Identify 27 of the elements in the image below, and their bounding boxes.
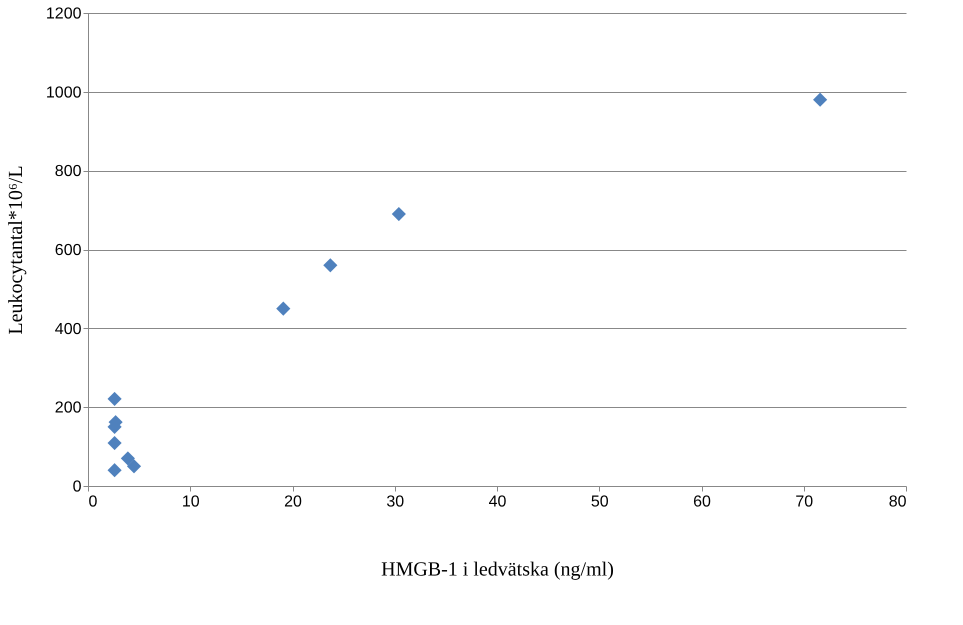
point	[108, 463, 122, 478]
x-tick-label: 0	[88, 494, 98, 510]
x-tick-label: 30	[386, 494, 404, 510]
y-tick-label: 200	[54, 400, 82, 417]
x-tick-label: 80	[888, 494, 907, 510]
y-tick-label: 800	[54, 163, 82, 180]
x-tick-label: 10	[182, 494, 200, 510]
x-tick-label: 40	[488, 494, 506, 510]
point	[392, 206, 406, 222]
y-tick-label: 400	[54, 320, 82, 338]
point	[813, 92, 828, 107]
y-tick-label: 1000	[46, 84, 82, 102]
y-tick-label: 1200	[46, 6, 82, 22]
y-axis-title: Leukocytantal*10⁶/L	[4, 165, 27, 335]
point	[276, 302, 290, 316]
y-tick-label: 0	[72, 478, 82, 496]
x-tick-label: 70	[795, 494, 814, 510]
point	[323, 258, 338, 272]
x-tick-label: 50	[590, 494, 609, 510]
point	[108, 436, 122, 450]
x-tick-label: 20	[284, 494, 302, 510]
y-tick-label: 600	[54, 242, 82, 259]
point	[120, 451, 135, 466]
x-tick-label: 60	[693, 494, 711, 510]
point	[108, 392, 122, 406]
point	[126, 459, 142, 474]
x-axis-title: HMGB-1 i ledvätska (ng/ml)	[381, 558, 614, 580]
